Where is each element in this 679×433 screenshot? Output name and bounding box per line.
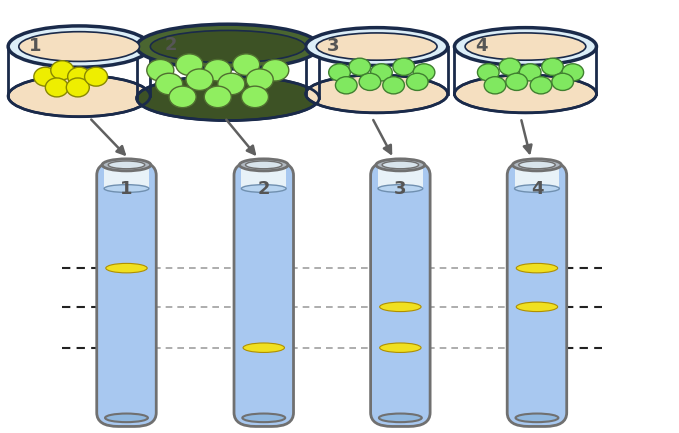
Ellipse shape [519, 64, 541, 81]
Ellipse shape [186, 69, 213, 90]
Ellipse shape [106, 263, 147, 273]
Bar [242, 169, 286, 188]
Ellipse shape [380, 302, 421, 312]
Ellipse shape [261, 59, 289, 81]
Text: 1: 1 [29, 36, 41, 55]
Ellipse shape [34, 67, 57, 86]
Ellipse shape [316, 33, 437, 60]
Ellipse shape [499, 58, 521, 75]
Ellipse shape [176, 54, 203, 75]
Ellipse shape [246, 69, 273, 90]
FancyBboxPatch shape [371, 162, 430, 427]
Ellipse shape [382, 161, 419, 169]
Ellipse shape [155, 73, 183, 95]
Ellipse shape [519, 161, 555, 169]
Ellipse shape [393, 58, 415, 75]
Ellipse shape [552, 73, 574, 90]
Ellipse shape [233, 54, 259, 75]
Ellipse shape [516, 302, 557, 312]
FancyBboxPatch shape [507, 162, 567, 427]
Ellipse shape [136, 76, 319, 120]
Ellipse shape [506, 73, 528, 90]
Ellipse shape [335, 77, 357, 94]
Ellipse shape [306, 28, 447, 65]
Ellipse shape [241, 184, 286, 192]
Ellipse shape [51, 61, 74, 80]
Ellipse shape [376, 159, 424, 171]
Ellipse shape [150, 30, 306, 63]
Bar [515, 169, 559, 188]
FancyBboxPatch shape [234, 162, 293, 427]
Ellipse shape [378, 184, 423, 192]
Ellipse shape [104, 184, 149, 192]
Ellipse shape [105, 414, 148, 422]
FancyBboxPatch shape [96, 162, 156, 427]
Ellipse shape [8, 75, 150, 116]
Ellipse shape [240, 159, 288, 171]
Text: 2: 2 [257, 180, 270, 197]
Ellipse shape [246, 161, 282, 169]
Ellipse shape [380, 343, 421, 352]
Ellipse shape [407, 73, 428, 90]
Ellipse shape [530, 77, 552, 94]
Text: 3: 3 [394, 180, 407, 197]
Ellipse shape [242, 414, 285, 422]
Ellipse shape [513, 159, 562, 171]
Ellipse shape [147, 59, 174, 81]
Text: 2: 2 [165, 36, 178, 55]
Ellipse shape [515, 184, 559, 192]
Ellipse shape [414, 64, 435, 81]
Ellipse shape [136, 24, 319, 69]
Ellipse shape [218, 73, 245, 95]
Ellipse shape [465, 33, 586, 60]
Ellipse shape [204, 59, 232, 81]
Ellipse shape [204, 86, 232, 108]
Ellipse shape [19, 32, 139, 61]
Ellipse shape [454, 28, 596, 65]
Ellipse shape [108, 161, 145, 169]
Ellipse shape [454, 75, 596, 113]
Ellipse shape [515, 414, 558, 422]
Ellipse shape [484, 77, 506, 94]
Ellipse shape [349, 58, 371, 75]
Ellipse shape [383, 77, 405, 94]
Ellipse shape [102, 159, 151, 171]
Text: 4: 4 [531, 180, 543, 197]
Ellipse shape [516, 263, 557, 273]
Bar [104, 169, 149, 188]
Ellipse shape [8, 26, 150, 67]
Text: 4: 4 [475, 37, 488, 55]
Ellipse shape [306, 75, 447, 113]
Ellipse shape [67, 78, 90, 97]
Ellipse shape [242, 86, 268, 108]
Ellipse shape [562, 64, 584, 81]
Ellipse shape [243, 343, 285, 352]
Text: 3: 3 [327, 37, 339, 55]
Ellipse shape [542, 58, 564, 75]
Bar [378, 169, 422, 188]
Ellipse shape [329, 64, 350, 81]
Ellipse shape [45, 78, 69, 97]
Ellipse shape [85, 67, 107, 86]
Ellipse shape [477, 64, 499, 81]
Ellipse shape [371, 64, 392, 81]
Ellipse shape [359, 73, 381, 90]
Ellipse shape [169, 86, 196, 108]
Ellipse shape [379, 414, 422, 422]
Text: 1: 1 [120, 180, 132, 197]
Ellipse shape [68, 67, 91, 86]
